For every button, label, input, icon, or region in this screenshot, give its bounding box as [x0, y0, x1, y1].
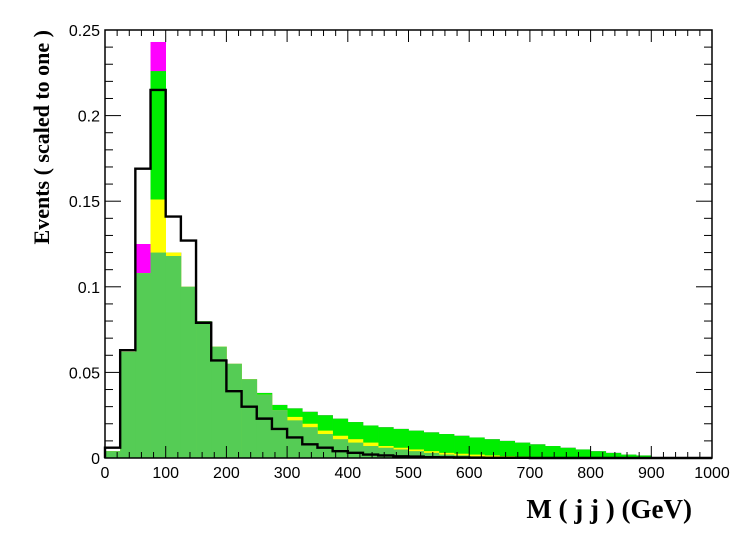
x-tick-label: 800 — [577, 465, 604, 482]
histogram-bar — [636, 455, 652, 458]
x-tick-label: 400 — [334, 465, 361, 482]
histogram-bar — [469, 437, 485, 458]
histogram-bar — [211, 346, 227, 458]
histogram-bar — [271, 410, 288, 458]
histogram-bar — [499, 440, 516, 458]
histogram-bar — [454, 435, 470, 458]
x-tick-label: 100 — [152, 465, 179, 482]
histogram-bar — [575, 449, 591, 458]
y-tick-label: 0.05 — [69, 365, 100, 382]
y-tick-label: 0 — [91, 451, 100, 468]
histogram-bar — [302, 427, 318, 458]
x-tick-label: 300 — [274, 465, 301, 482]
histogram-bar — [180, 286, 197, 458]
y-tick-label: 0.15 — [69, 194, 100, 211]
x-tick-label: 700 — [517, 465, 544, 482]
histogram-bar — [150, 252, 166, 458]
histogram-bar — [605, 452, 622, 458]
histogram-bar — [256, 394, 273, 458]
histogram-bar — [196, 321, 212, 458]
histogram-bar — [529, 444, 546, 458]
x-axis-title: M ( j j ) (GeV) — [526, 494, 692, 524]
histogram-bar — [317, 434, 333, 458]
histogram-bar — [241, 379, 258, 458]
histogram-bar — [469, 454, 485, 458]
x-tick-label: 500 — [395, 465, 422, 482]
histogram-bar — [226, 363, 242, 458]
histogram-bar — [423, 452, 440, 458]
axis-ticks — [104, 29, 713, 459]
histogram-bar — [362, 446, 379, 458]
histogram-bar — [332, 439, 349, 458]
histogram-bar — [408, 451, 424, 458]
histogram-bar — [393, 449, 409, 458]
histogram-bar — [484, 439, 500, 458]
y-tick-label: 0.1 — [78, 280, 100, 297]
x-tick-label: 600 — [456, 465, 483, 482]
histogram-bar — [120, 351, 136, 458]
histogram-bar — [105, 451, 121, 458]
y-tick-label: 0.2 — [78, 109, 100, 126]
y-tick-label: 0.25 — [69, 23, 100, 40]
histogram-bar — [347, 442, 364, 458]
histogram-bar — [620, 454, 637, 458]
y-axis-title: Events ( scaled to one ) — [29, 30, 54, 244]
histogram-bar — [590, 451, 607, 458]
histogram-bar — [378, 447, 394, 458]
histogram-bar — [560, 447, 576, 458]
histogram-bar — [135, 273, 151, 458]
tick-labels: 0 100 200 300 400 500 600 700 800 900 1000 0 0.05 0.1… — [69, 23, 730, 482]
histogram-bar — [165, 255, 182, 458]
histogram-bar — [545, 446, 561, 458]
x-tick-label: 1000 — [694, 465, 730, 482]
histogram-bar — [438, 434, 455, 458]
x-tick-label: 0 — [101, 465, 110, 482]
histogram-bar — [514, 442, 531, 458]
x-tick-label: 200 — [213, 465, 240, 482]
x-tick-label: 900 — [638, 465, 665, 482]
histogram-bar — [287, 420, 303, 458]
